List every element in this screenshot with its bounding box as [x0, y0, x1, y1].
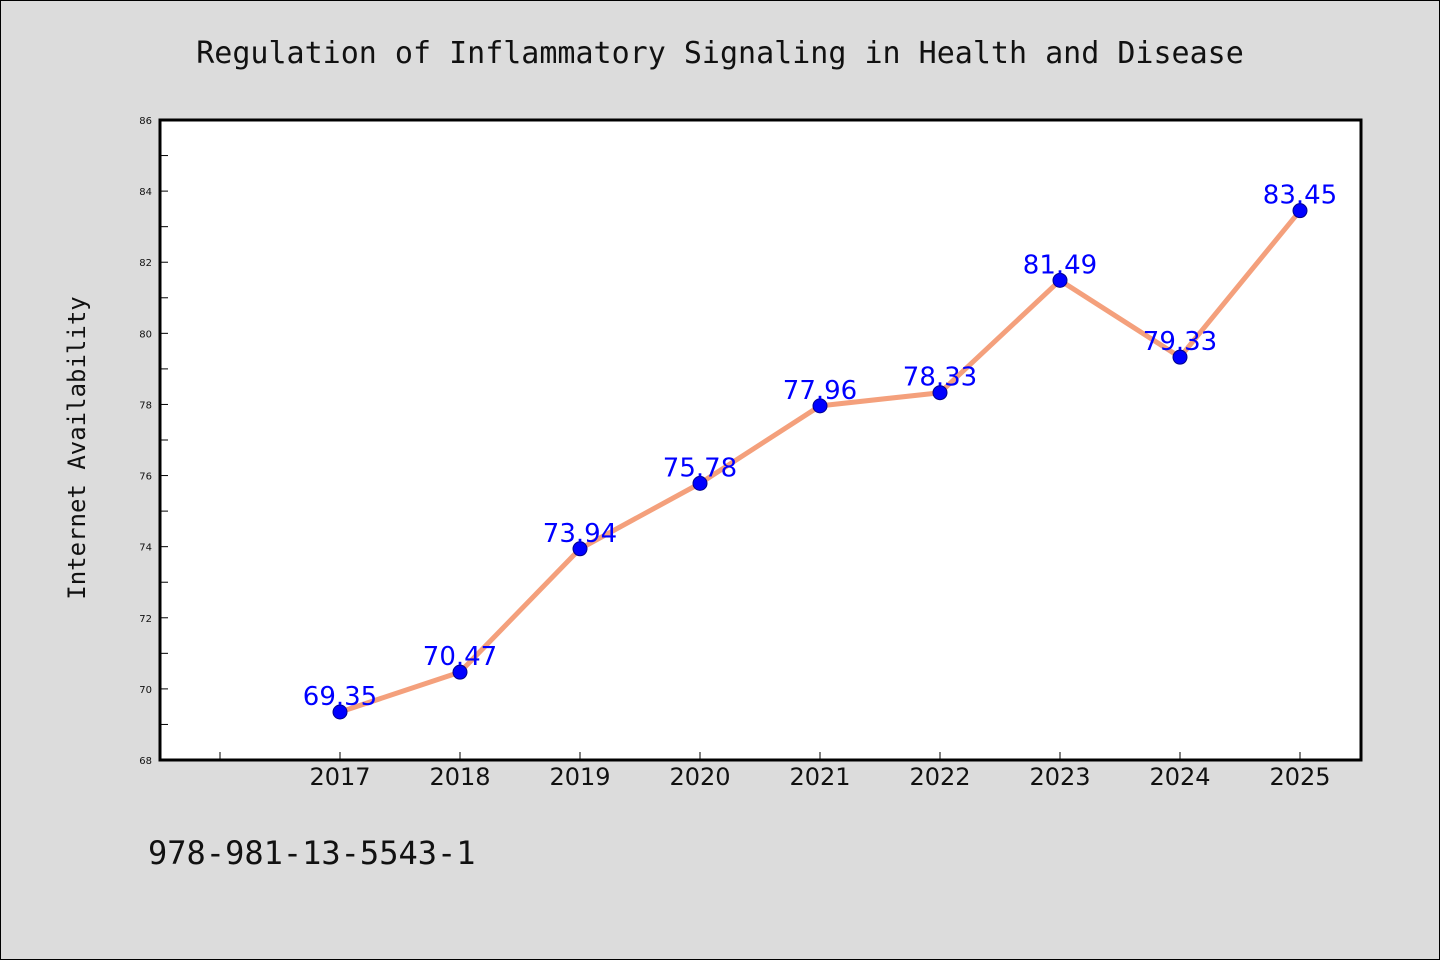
data-point [1172, 349, 1188, 365]
data-label: 69.35 [303, 682, 377, 712]
y-tick-label: 68 [139, 756, 152, 767]
x-tick-label: 2018 [429, 763, 490, 791]
data-point [692, 475, 708, 491]
series-markers [332, 203, 1308, 720]
x-ticks: 2017 2018 2019 2020 2021 2022 2023 2024 2025 [219, 752, 1331, 791]
y-tick-label: 72 [139, 614, 152, 625]
y-tick-label: 86 [139, 116, 152, 127]
x-tick-label: 2019 [549, 763, 610, 791]
data-point [1292, 203, 1308, 219]
y-tick-label: 74 [139, 543, 152, 554]
y-tick-label: 78 [139, 400, 152, 411]
data-label: 83.45 [1263, 181, 1337, 211]
data-label: 77.96 [783, 376, 857, 406]
data-labels: 69.35 70.47 73.94 75.78 77.96 78.33 81.49 79.33… [303, 181, 1337, 712]
data-label: 79.33 [1143, 327, 1217, 357]
y-ticks: 68 70 72 74 76 78 80 82 84 86 [139, 116, 168, 767]
x-tick-label: 2022 [909, 763, 970, 791]
y-tick-label: 82 [139, 258, 152, 269]
y-tick-label: 70 [139, 685, 152, 696]
y-tick-label: 80 [139, 329, 152, 340]
chart-title: Regulation of Inflammatory Signaling in … [196, 36, 1244, 71]
data-point [452, 664, 468, 680]
x-tick-label: 2023 [1029, 763, 1090, 791]
data-point [812, 398, 828, 414]
y-tick-label: 84 [139, 187, 152, 198]
data-label: 78.33 [903, 363, 977, 393]
data-label: 70.47 [423, 642, 497, 672]
data-point [572, 541, 588, 557]
data-point [332, 704, 348, 720]
footer-isbn: 978-981-13-5543-1 [148, 834, 476, 872]
x-tick-label: 2025 [1269, 763, 1330, 791]
x-tick-label: 2020 [669, 763, 730, 791]
x-tick-label: 2017 [309, 763, 370, 791]
x-tick-label: 2024 [1149, 763, 1210, 791]
data-point [1052, 272, 1068, 288]
x-tick-label: 2021 [789, 763, 850, 791]
data-point [932, 385, 948, 401]
data-label: 75.78 [663, 453, 737, 483]
data-label: 73.94 [543, 519, 617, 549]
data-label: 81.49 [1023, 250, 1097, 280]
y-tick-label: 76 [139, 472, 152, 483]
y-axis-label: Internet Availability [63, 296, 91, 599]
plot-area [158, 118, 1363, 762]
